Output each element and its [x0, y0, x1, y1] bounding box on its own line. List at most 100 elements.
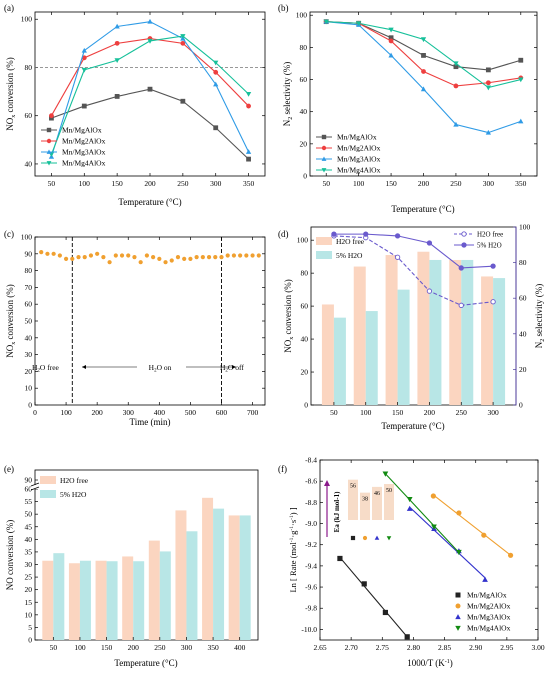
series-line [326, 21, 521, 71]
selectivity-point [394, 233, 401, 239]
y-tick-label: 0 [304, 401, 308, 410]
panel-c-letter: (c) [4, 229, 14, 239]
x-tick-label: 2.65 [313, 643, 326, 652]
data-point [95, 251, 100, 256]
panel-e-ticks: 50 100 150 200 250 300 350 400 0 5 10 15 20 25 30 35 40 4… [25, 476, 246, 653]
data-point [113, 253, 118, 258]
y-tick-label: 45 [25, 522, 33, 531]
data-point [151, 255, 156, 260]
panel-a-letter: (a) [4, 3, 14, 13]
legend-label: 5% H2O [477, 242, 502, 250]
panel-c-points [39, 250, 261, 265]
data-point [144, 253, 149, 258]
x-tick-label: 150 [101, 643, 113, 652]
legend-label: Mn/Mg2AlOx [62, 137, 106, 146]
data-point [231, 253, 237, 258]
data-point [518, 118, 524, 124]
y-tick-label: 50 [25, 510, 33, 519]
selectivity-point [331, 231, 337, 237]
x-tick-label: 250 [450, 179, 462, 188]
panel-a-ylabel: NOx conversion (%) [5, 57, 17, 130]
y-tick-label: -9.8 [305, 604, 317, 613]
panel-c-switch-lines [71, 237, 222, 405]
inset-bar [372, 486, 382, 520]
inset-label: Ea (kJ mol-1) [333, 491, 341, 533]
panel-b-xlabel: Temperature (°C) [391, 204, 454, 214]
x-tick-label: 2.75 [376, 643, 389, 652]
data-point [213, 81, 219, 87]
data-point [114, 23, 120, 29]
x-tick-label: 2.70 [345, 643, 358, 652]
data-point [420, 86, 427, 92]
x-tick-label: 350 [243, 179, 255, 188]
bar [417, 251, 430, 405]
panel-f-legend: Mn/MgAlOx Mn/Mg2AlOx Mn/Mg3AlOx Mn/Mg4AlOx [455, 591, 511, 633]
selectivity-point [458, 302, 464, 308]
data-point [421, 53, 426, 58]
x-tick-label: 200 [418, 179, 430, 188]
y-tick-label: 55 [25, 497, 33, 506]
data-point [256, 253, 261, 258]
y-tick-label: 0 [28, 636, 32, 645]
legend-label: H2O free [60, 476, 89, 485]
data-point [70, 256, 75, 261]
y-tick-label: 60 [300, 75, 308, 84]
selectivity-point [426, 240, 433, 246]
panel-c-annotation-h2o-free: H2O free [32, 363, 60, 374]
legend-label: Mn/Mg2AlOx [337, 144, 381, 153]
y-tick-label: 100 [297, 236, 309, 245]
y-tick-label: 60 [25, 300, 33, 309]
inset-bar [348, 479, 358, 520]
data-point [49, 115, 54, 121]
x-tick-label: 700 [247, 408, 259, 417]
panel-d: (d) 50 100 150 200 250 300 0 20 40 60 80 100 0 20 40 60… [278, 223, 546, 432]
bar [365, 311, 378, 405]
panel-f-ticks: 2.65 2.70 2.75 2.80 2.85 2.90 2.95 3.00 -10.0 -9.… [301, 456, 544, 653]
data-point [485, 67, 491, 73]
axis-break-gap [31, 485, 39, 489]
data-point [138, 260, 143, 265]
x-tick-label: 200 [424, 408, 436, 417]
bar [53, 553, 65, 640]
x-tick-label: 300 [123, 408, 135, 417]
data-point [244, 253, 249, 258]
x-tick-label: 100 [360, 408, 372, 417]
y-tick-label: -9.0 [305, 519, 317, 528]
x-tick-label: 250 [154, 643, 166, 652]
x-tick-label: 350 [515, 179, 527, 188]
data-point [406, 496, 413, 503]
y-tick-label: 25 [25, 573, 33, 582]
data-point [76, 255, 81, 260]
data-point [81, 55, 87, 61]
y-tick-label: 60 [301, 302, 309, 311]
data-point [238, 253, 243, 258]
data-point [388, 35, 394, 41]
legend-label: Mn/Mg4AlOx [337, 166, 381, 175]
legend-marker [46, 161, 52, 166]
data-point [361, 581, 367, 587]
inset-bar [384, 484, 394, 520]
y-tick-label: 15 [25, 598, 33, 607]
legend-marker [321, 145, 327, 151]
x-tick-label: 50 [322, 179, 330, 188]
x-tick-label: 2.85 [438, 643, 451, 652]
legend-marker [46, 127, 52, 133]
panel-f-series [337, 471, 514, 640]
data-point [356, 21, 362, 27]
legend-label: Mn/MgAlOx [62, 126, 102, 135]
legend-label: Mn/Mg4AlOx [62, 159, 106, 168]
y-tick-label: -9.2 [305, 540, 317, 549]
data-point [175, 255, 181, 260]
panel-b: (b) 50 100 150 200 250 300 350 0 20 40 60 80 100 Mn/… [278, 3, 538, 214]
panel-b-ylabel: N2 selectivity (%) [282, 62, 294, 126]
data-point [337, 555, 343, 562]
data-point [147, 38, 153, 44]
fit-line [384, 473, 460, 553]
legend-marker [461, 242, 467, 248]
x-tick-label: 300 [483, 179, 495, 188]
panel-a-xlabel: Temperature (°C) [118, 197, 181, 207]
data-point [194, 255, 199, 260]
panel-e-frame [34, 469, 259, 641]
data-point [213, 69, 219, 75]
legend-swatch [40, 476, 56, 484]
